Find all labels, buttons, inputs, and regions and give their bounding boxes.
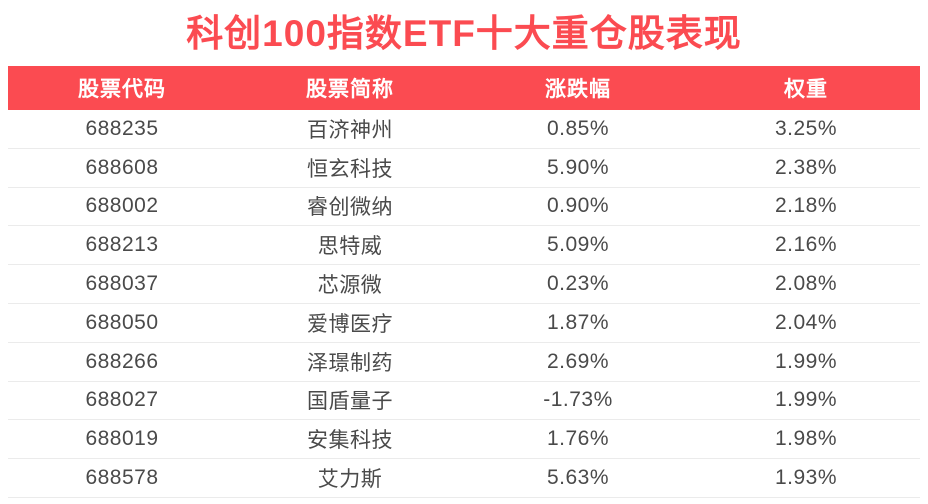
weight-cell: 2.16% xyxy=(774,233,838,257)
weight-cell: 1.99% xyxy=(774,388,838,412)
stock-code-cell: 688019 xyxy=(85,427,159,451)
change-cell: 1.76% xyxy=(546,427,610,451)
stock-code-cell: 688027 xyxy=(85,388,159,412)
stock-name-cell: 国盾量子 xyxy=(307,390,393,414)
change-cell: 5.63% xyxy=(546,466,610,490)
stock-name-cell: 芯源微 xyxy=(317,274,383,298)
weight-cell: 2.38% xyxy=(774,155,838,179)
table-row: 688037 芯源微 0.23% 2.08% xyxy=(8,265,920,304)
holdings-table: 股票代码 股票简称 涨跌幅 权重 688235 百济神州 0.85% 3.25%… xyxy=(8,66,920,498)
change-cell: -1.73% xyxy=(543,388,613,412)
table-row: 688235 百济神州 0.85% 3.25% xyxy=(8,110,920,149)
stock-name-cell: 思特威 xyxy=(317,235,383,259)
stock-code-cell: 688266 xyxy=(85,349,159,373)
stock-name-cell: 恒玄科技 xyxy=(307,157,393,181)
change-cell: 5.90% xyxy=(546,155,610,179)
stock-code-cell: 688213 xyxy=(85,233,159,257)
table-row: 688213 思特威 5.09% 2.16% xyxy=(8,226,920,266)
stock-name-cell: 睿创微纳 xyxy=(307,196,393,220)
column-header-stock-name: 股票简称 xyxy=(306,78,394,101)
weight-cell: 2.04% xyxy=(774,310,838,334)
weight-cell: 1.99% xyxy=(774,349,838,373)
column-header-stock-code: 股票代码 xyxy=(78,78,166,101)
change-cell: 0.85% xyxy=(546,116,610,140)
stock-name-cell: 爱博医疗 xyxy=(307,312,393,336)
table-row: 688019 安集科技 1.76% 1.98% xyxy=(8,420,920,460)
weight-cell: 3.25% xyxy=(774,116,838,140)
change-cell: 0.90% xyxy=(546,194,610,218)
stock-code-cell: 688608 xyxy=(85,155,159,179)
page-title: 科创100指数ETF十大重仓股表现 xyxy=(186,13,742,54)
stock-code-cell: 688050 xyxy=(85,310,159,334)
table-header-row: 股票代码 股票简称 涨跌幅 权重 xyxy=(8,66,920,110)
weight-cell: 1.93% xyxy=(774,466,838,490)
stock-name-cell: 安集科技 xyxy=(307,429,393,453)
change-cell: 2.69% xyxy=(546,349,610,373)
change-cell: 1.87% xyxy=(546,310,610,334)
stock-name-cell: 泽璟制药 xyxy=(307,351,393,375)
stock-code-cell: 688002 xyxy=(85,194,159,218)
column-header-weight: 权重 xyxy=(784,78,828,101)
table-row: 688050 爱博医疗 1.87% 2.04% xyxy=(8,303,920,343)
change-cell: 0.23% xyxy=(546,272,610,296)
stock-code-cell: 688235 xyxy=(85,116,159,140)
change-cell: 5.09% xyxy=(546,233,610,257)
stock-code-cell: 688578 xyxy=(85,466,159,490)
table-row: 688578 艾力斯 5.63% 1.93% xyxy=(8,459,920,498)
stock-name-cell: 百济神州 xyxy=(307,118,393,142)
stock-code-cell: 688037 xyxy=(85,272,159,296)
table-row: 688002 睿创微纳 0.90% 2.18% xyxy=(8,187,920,227)
table-row: 688027 国盾量子 -1.73% 1.99% xyxy=(8,381,920,421)
weight-cell: 2.18% xyxy=(774,194,838,218)
column-header-change: 涨跌幅 xyxy=(545,78,611,101)
stock-name-cell: 艾力斯 xyxy=(317,468,383,492)
weight-cell: 1.98% xyxy=(774,427,838,451)
weight-cell: 2.08% xyxy=(774,272,838,296)
table-row: 688266 泽璟制药 2.69% 1.99% xyxy=(8,342,920,382)
table-row: 688608 恒玄科技 5.90% 2.38% xyxy=(8,148,920,188)
